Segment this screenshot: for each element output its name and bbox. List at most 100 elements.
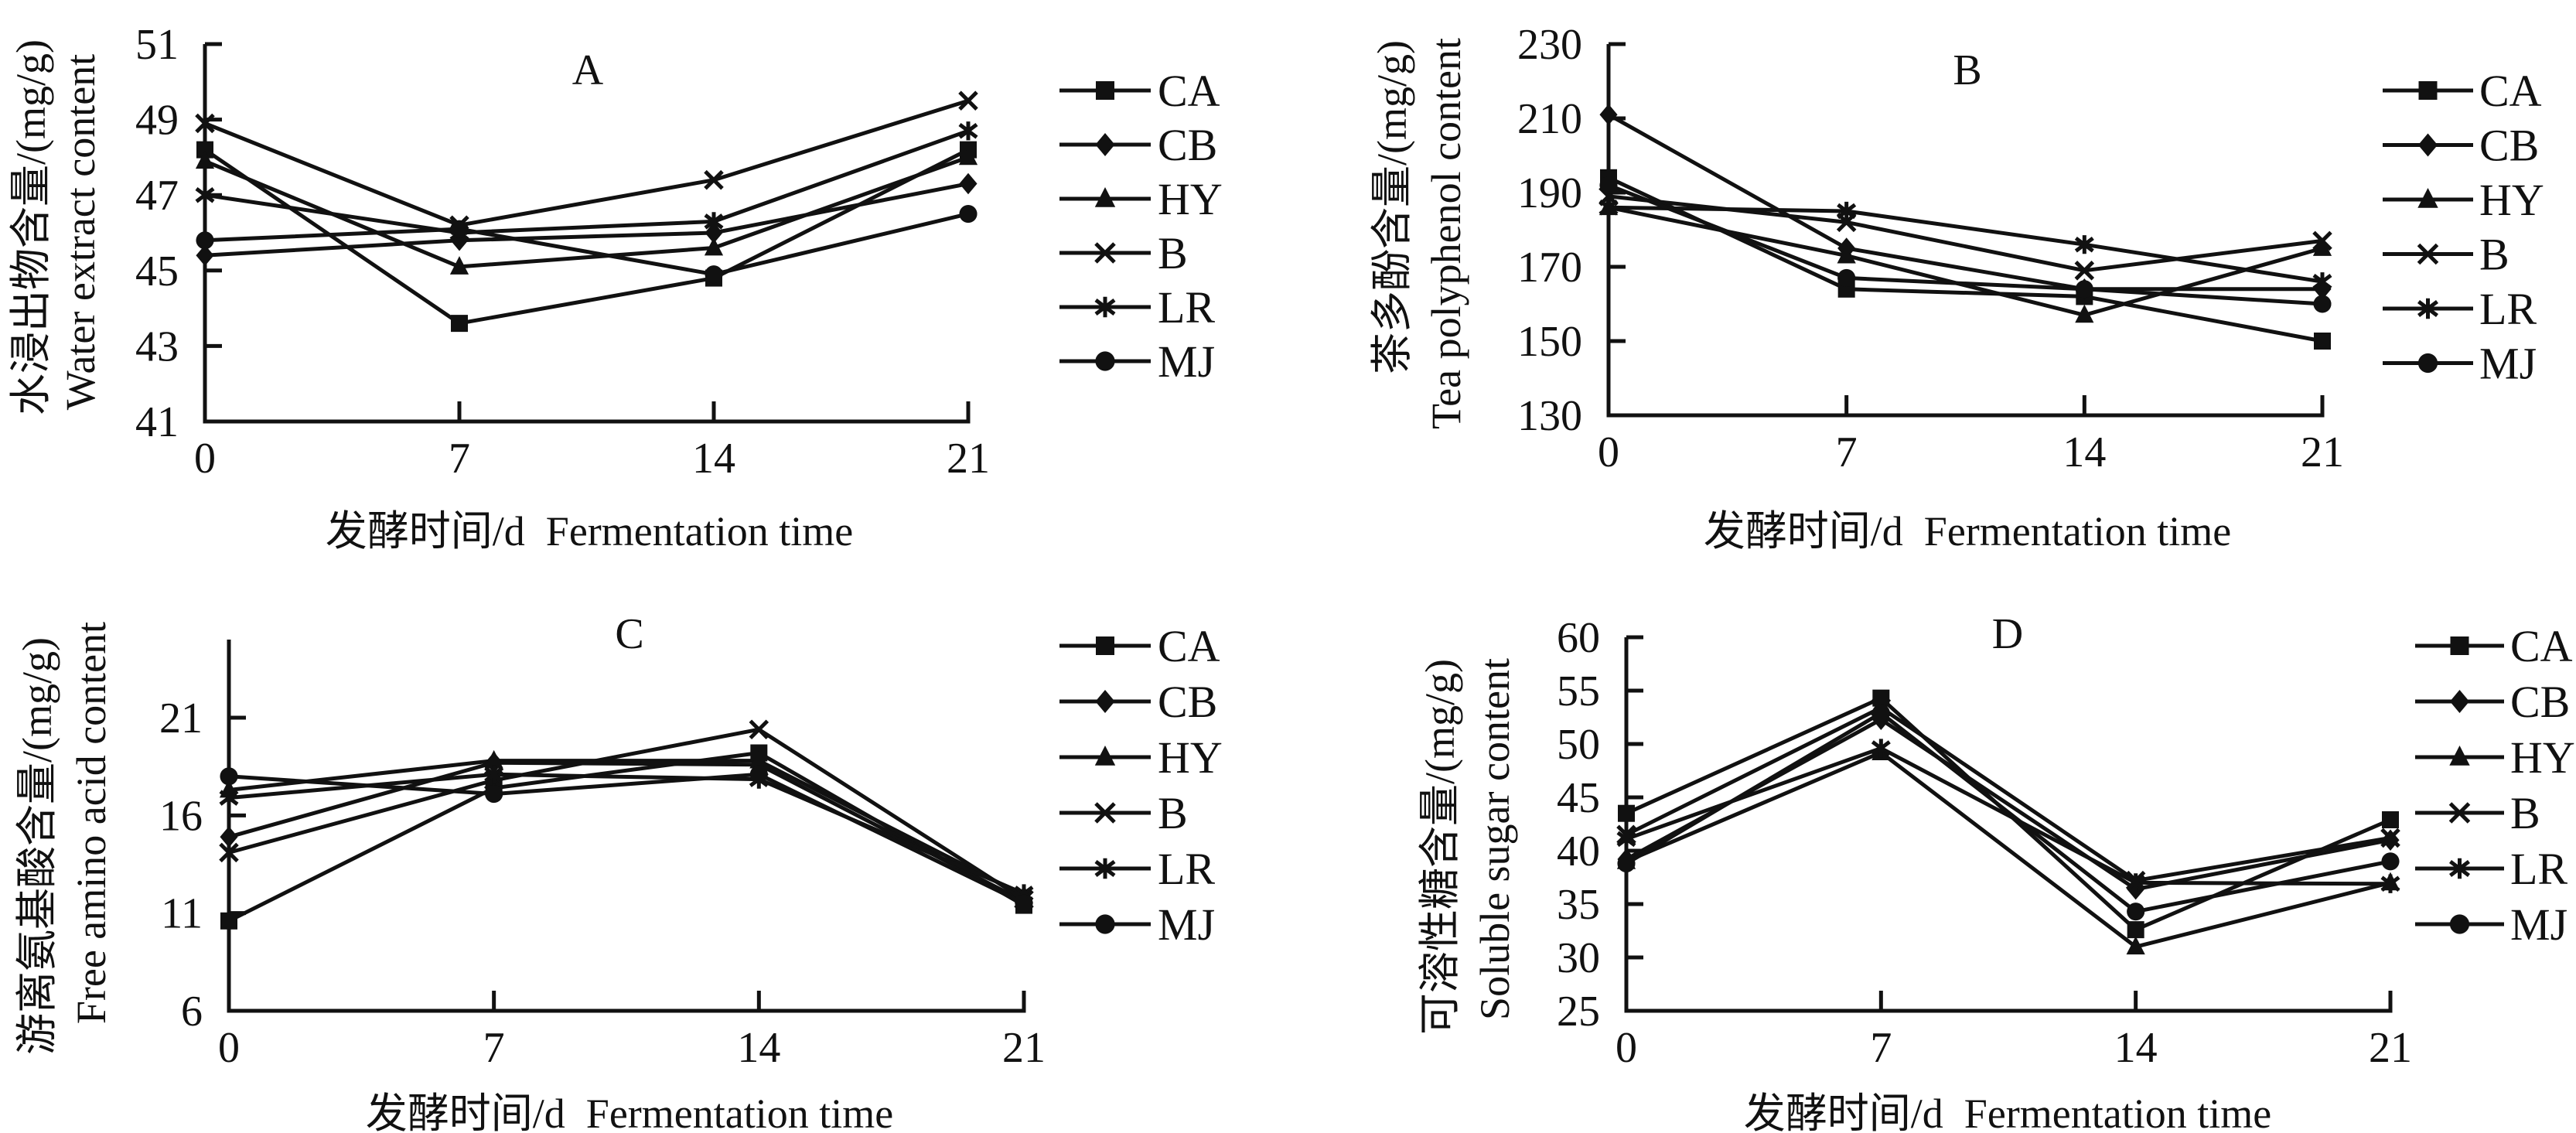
marker-B-day-21: [2312, 230, 2332, 251]
y-tick-label: 170: [1517, 244, 1582, 292]
legend-marker-circle-icon: [1095, 351, 1115, 371]
series-line-B: [228, 727, 1025, 902]
legend-item-CB: CB: [1059, 120, 1217, 170]
panel-title: D: [1992, 610, 2023, 658]
marker-LR-day-21: [958, 121, 978, 141]
x-axis-label: 发酵时间/d Fermentation time: [326, 508, 853, 555]
x-tick-label: 21: [2301, 428, 2344, 476]
x-tick-label: 0: [194, 435, 216, 483]
x-tick-label: 0: [218, 1024, 240, 1072]
x-tick-label: 0: [1616, 1024, 1637, 1072]
legend-item-CA: CA: [2415, 621, 2573, 671]
legend-label: LR: [2510, 844, 2567, 894]
legend-marker-square-icon: [2450, 636, 2469, 655]
series-lines: [1607, 113, 2323, 343]
legend-marker-x-icon: [1094, 242, 1116, 264]
marker-MJ-day-21: [1015, 894, 1033, 913]
legend-marker-diamond-icon: [2449, 690, 2470, 713]
marker-LR-day-14: [2074, 235, 2094, 254]
y-tick-label: 21: [159, 694, 203, 742]
legend-item-CB: CB: [1059, 677, 1217, 727]
legend-label: CA: [2510, 621, 2573, 671]
x-axis-label: 发酵时间/d Fermentation time: [366, 1090, 893, 1133]
legend-item-LR: LR: [1059, 844, 1215, 894]
series-markers: [1598, 104, 2332, 350]
marker-CB-day-0: [220, 826, 238, 848]
y-axis-label-english: Tea polyphenol content: [1423, 38, 1469, 429]
legend-item-B: B: [1059, 788, 1188, 838]
x-tick-label: 21: [947, 435, 990, 483]
marker-LR-day-7: [484, 765, 504, 784]
legend-label: CB: [1158, 120, 1217, 170]
y-tick-label: 51: [135, 21, 179, 69]
panel-title: A: [572, 46, 604, 94]
x-tick-label: 0: [1598, 428, 1619, 476]
marker-CA-day-21: [2314, 333, 2331, 350]
y-axis-label-chinese: 水浸出物含量/(mg/g): [8, 39, 54, 415]
legend-label: LR: [2479, 284, 2537, 334]
marker-LR-day-7: [1871, 739, 1891, 758]
series-line-CB: [228, 760, 1025, 903]
legend-label: MJ: [2510, 899, 2567, 950]
marker-B-day-21: [958, 90, 978, 111]
y-axis-label-english: Water extract content: [57, 54, 104, 410]
series-lines: [1625, 696, 2391, 949]
marker-CA-day-21: [2382, 811, 2399, 828]
legend-marker-triangle-icon: [2449, 746, 2470, 766]
marker-MJ-day-14: [705, 265, 723, 284]
chart-panel-A: A 41 43 45 47 49 51 0 7 14 21 水浸出物含量/(mg/g) Water ex…: [8, 21, 1223, 555]
marker-MJ-day-0: [1599, 176, 1618, 194]
marker-LR-day-21: [2312, 272, 2332, 292]
legend-marker-x-icon: [2417, 243, 2439, 265]
marker-MJ-day-0: [220, 767, 238, 786]
marker-LR-day-0: [195, 186, 215, 205]
legend-label: CA: [2479, 66, 2542, 116]
legend-label: CB: [2479, 121, 2539, 171]
legend-marker-asterisk-icon: [2449, 858, 2470, 879]
series-line-MJ: [1608, 183, 2323, 306]
series-lines: [203, 98, 970, 326]
legend-marker-triangle-icon: [1094, 187, 1116, 207]
y-tick-label: 55: [1557, 667, 1600, 715]
legend-item-CA: CA: [1059, 621, 1220, 671]
y-tick-label: 35: [1557, 881, 1600, 929]
legend-label: LR: [1158, 282, 1215, 333]
marker-MJ-day-21: [2381, 852, 2400, 871]
marker-CB-day-0: [1599, 104, 1618, 125]
legend-item-MJ: MJ: [1059, 899, 1215, 950]
y-axis-label-chinese: 茶多酚含量/(mg/g): [1369, 40, 1415, 374]
legend-marker-x-icon: [2448, 802, 2471, 824]
y-tick-label: 25: [1557, 988, 1600, 1036]
series-line-LR: [1626, 746, 2391, 886]
legend-marker-asterisk-icon: [1094, 296, 1116, 318]
series-line-HY: [1626, 750, 2391, 949]
legend-item-MJ: MJ: [1059, 336, 1215, 387]
marker-CA-day-7: [451, 315, 468, 333]
y-tick-label: 45: [1557, 774, 1600, 822]
legend-item-LR: LR: [2383, 284, 2537, 334]
legend-label: CA: [1158, 66, 1220, 116]
legend-marker-circle-icon: [2417, 353, 2438, 374]
marker-HY-day-21: [958, 146, 978, 166]
chart-panel-C: C 6 11 16 21 0 7 14 21 游离氨基酸含量/(mg/g) Free amino a…: [14, 610, 1223, 1133]
legend-marker-square-icon: [2418, 81, 2438, 100]
legend-marker-square-icon: [1096, 81, 1114, 100]
marker-B-day-0: [195, 113, 215, 134]
series-markers: [1616, 689, 2400, 955]
series-lines: [227, 727, 1025, 923]
series-line-B: [1625, 705, 2391, 883]
legend-marker-triangle-icon: [1094, 746, 1116, 766]
marker-LR-day-21: [2380, 874, 2400, 893]
legend-label: B: [2510, 788, 2540, 838]
legend-item-LR: LR: [2415, 844, 2567, 894]
marker-CB-day-0: [196, 244, 214, 267]
series-line-LR: [1608, 205, 2323, 284]
y-tick-label: 130: [1517, 392, 1582, 440]
marker-LR-day-14: [704, 212, 724, 231]
legend-item-HY: HY: [1059, 174, 1223, 224]
x-tick-label: 21: [1002, 1024, 1046, 1072]
marker-HY-day-14: [749, 749, 769, 769]
x-axis-label: 发酵时间/d Fermentation time: [1704, 508, 2231, 555]
